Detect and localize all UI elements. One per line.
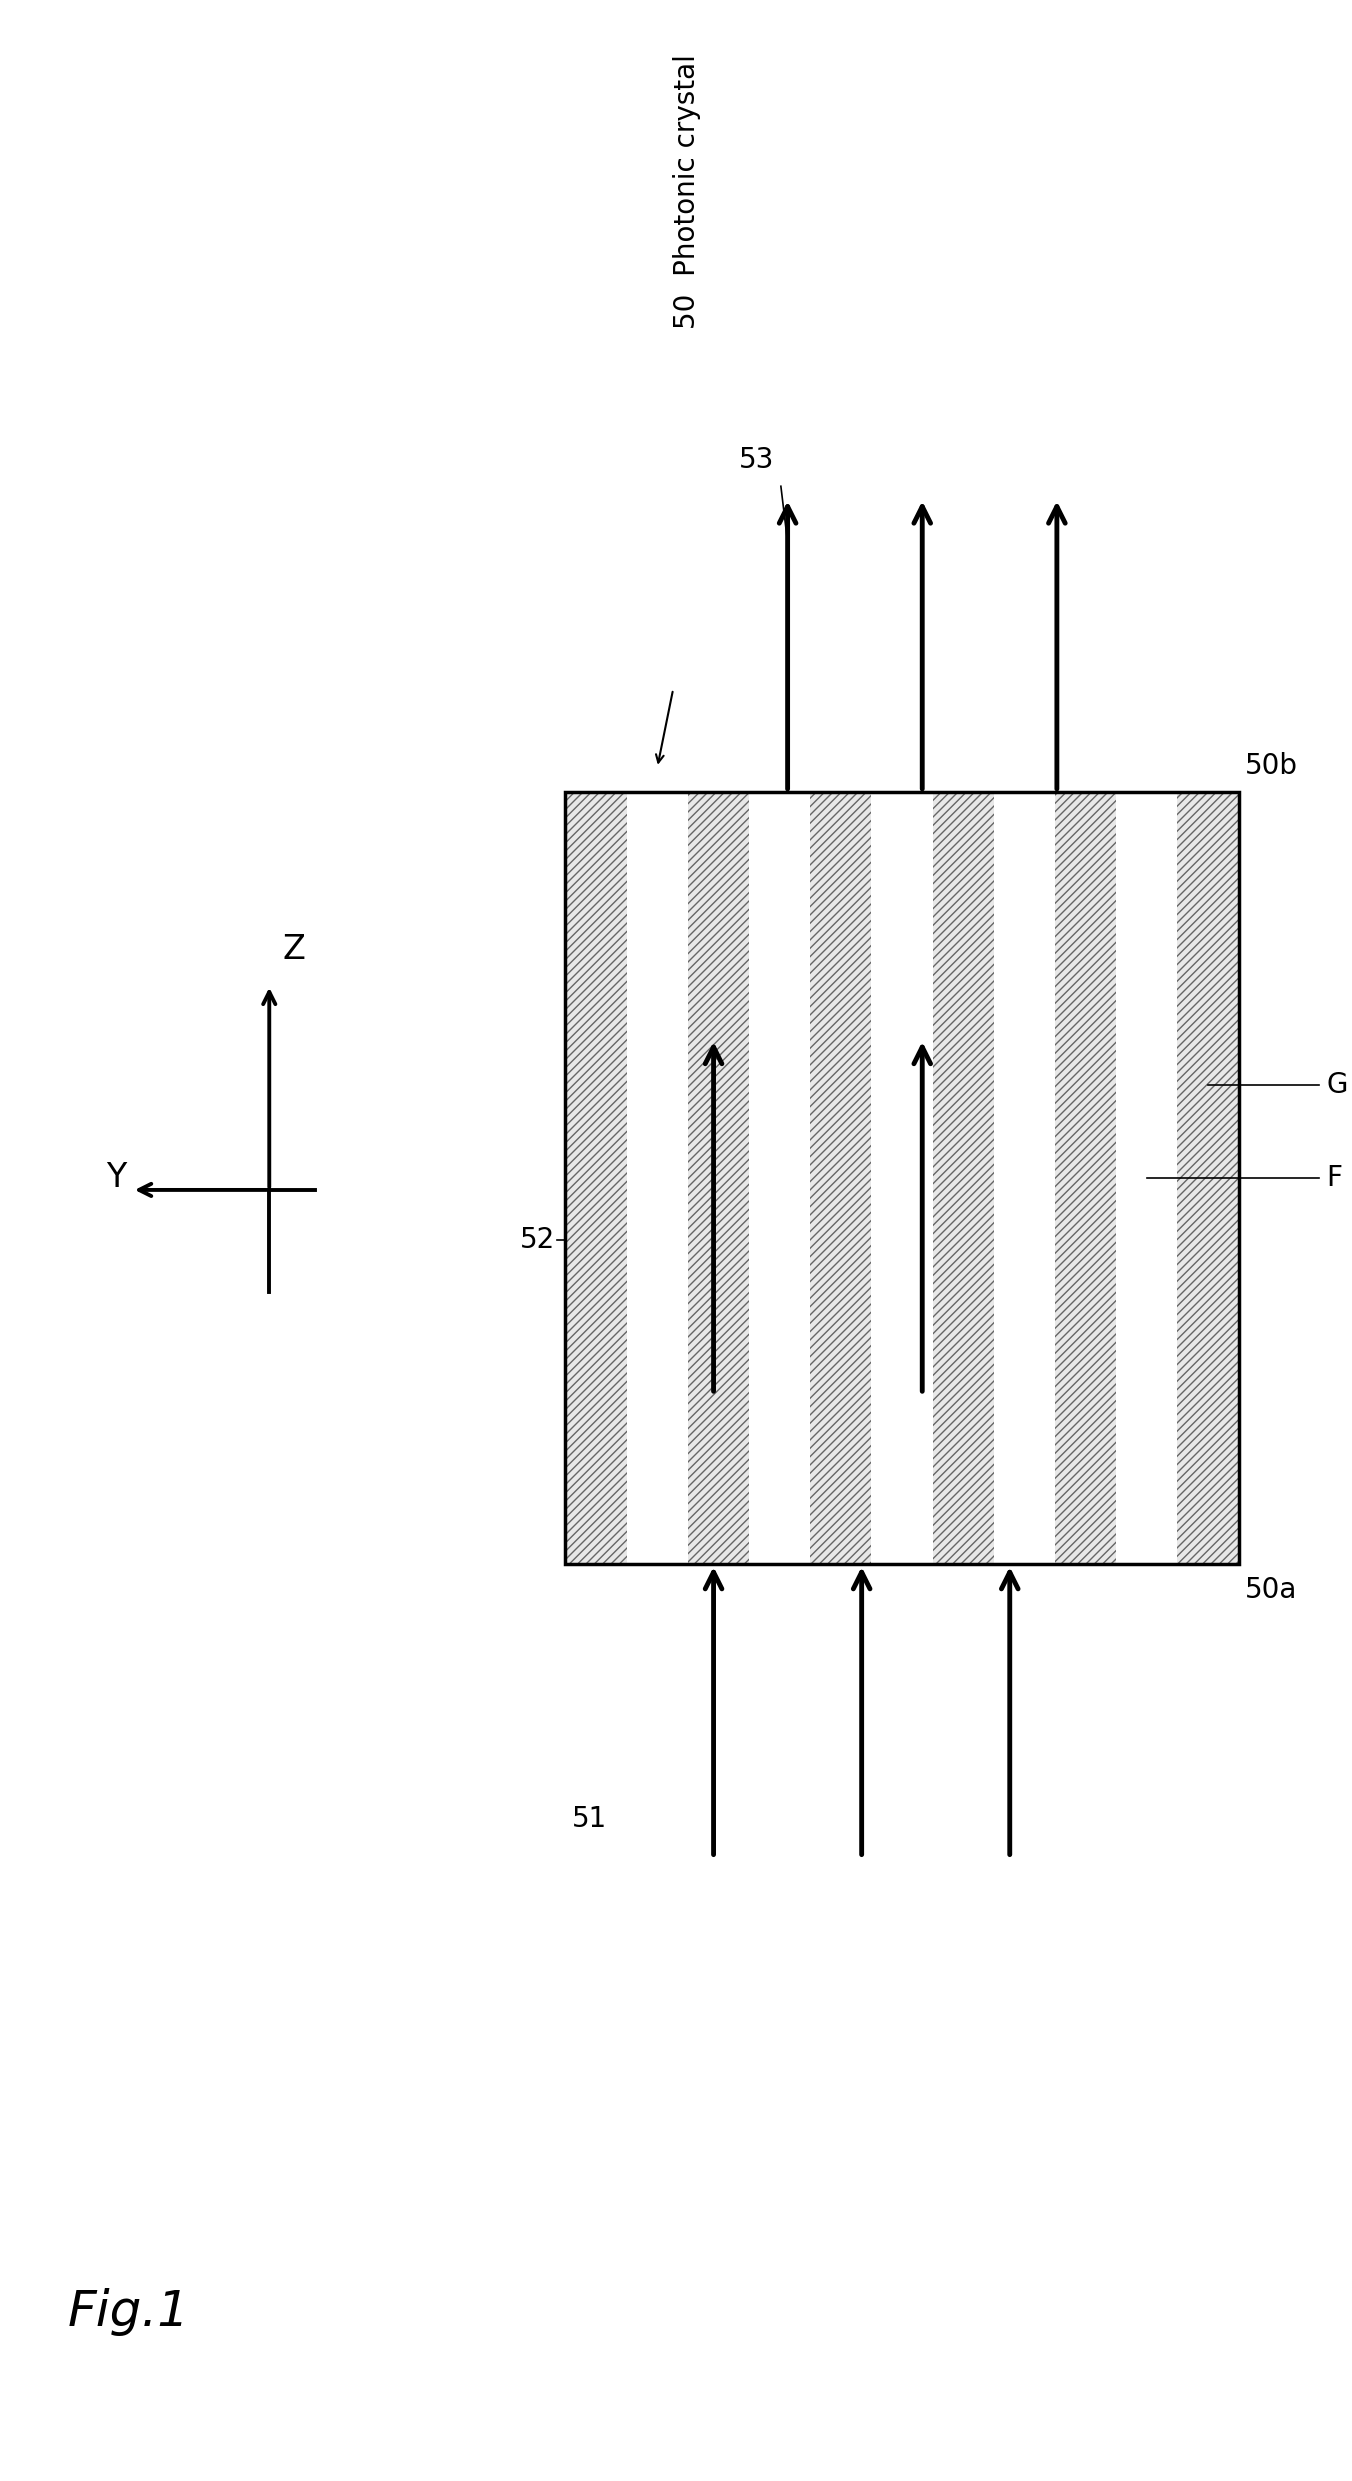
Bar: [872, 791, 933, 1563]
Bar: [1055, 791, 1117, 1563]
Text: 50a: 50a: [1245, 1575, 1298, 1605]
Bar: [1117, 791, 1178, 1563]
Text: 52: 52: [519, 1226, 554, 1253]
Text: 53: 53: [738, 447, 775, 474]
Bar: [565, 791, 627, 1563]
Text: F: F: [1326, 1164, 1343, 1191]
Bar: [749, 791, 810, 1563]
Text: G: G: [1326, 1072, 1348, 1099]
Text: 50  Photonic crystal: 50 Photonic crystal: [673, 55, 700, 330]
Text: Y: Y: [105, 1161, 126, 1193]
Bar: [933, 791, 994, 1563]
Bar: [994, 791, 1055, 1563]
Bar: [810, 791, 872, 1563]
Bar: [1178, 791, 1238, 1563]
Bar: [565, 791, 1238, 1563]
Text: 51: 51: [572, 1806, 607, 1833]
Text: 50b: 50b: [1245, 752, 1298, 779]
Text: Fig.1: Fig.1: [68, 2287, 189, 2337]
Bar: [688, 791, 749, 1563]
Text: Z: Z: [283, 933, 306, 965]
Bar: [627, 791, 688, 1563]
